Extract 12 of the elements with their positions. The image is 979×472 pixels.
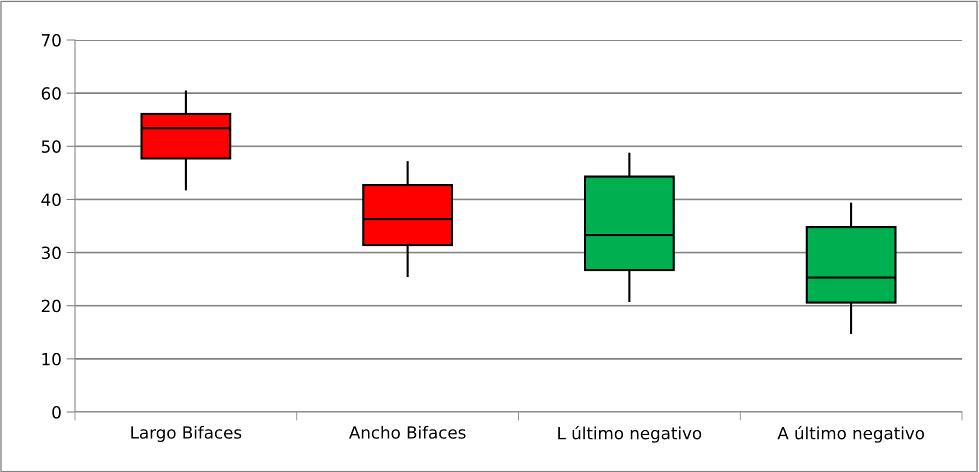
x-tick-label: Largo Bifaces [131, 426, 242, 442]
y-tick-label: 40 [41, 193, 61, 206]
y-tick-label: 70 [42, 34, 61, 47]
y-tick-label: 10 [42, 352, 61, 366]
y-tick-label: 30 [42, 246, 61, 260]
y-tick-label: 20 [42, 300, 61, 312]
x-tick-label: L último negativo [558, 426, 702, 443]
y-tick-label: 50 [42, 140, 61, 153]
y-tick-label: 60 [42, 87, 61, 100]
x-tick-label: Ancho Bifaces [349, 426, 466, 439]
x-tick-label: A último negativo [777, 426, 924, 443]
y-tick-label: 0 [52, 406, 61, 419]
